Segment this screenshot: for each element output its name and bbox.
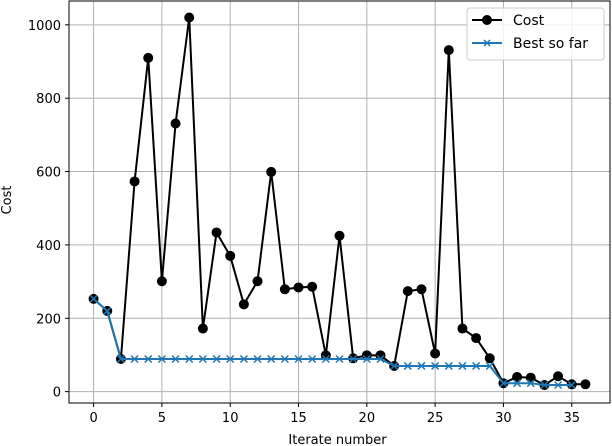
legend: Cost Best so far <box>466 7 605 61</box>
data-point <box>280 354 289 364</box>
data-point <box>308 354 317 364</box>
data-point <box>156 276 167 287</box>
data-point <box>513 379 522 388</box>
data-point <box>266 166 277 177</box>
data-point <box>484 353 495 364</box>
data-point <box>197 323 208 334</box>
data-point <box>361 350 372 361</box>
data-point <box>335 354 344 364</box>
data-point <box>144 354 153 364</box>
series-cost <box>88 12 591 391</box>
data-point <box>267 354 276 364</box>
y-tick-label: 800 <box>36 92 61 107</box>
data-point <box>580 379 591 390</box>
data-point <box>471 333 482 344</box>
data-point <box>390 361 399 370</box>
data-point <box>294 354 303 364</box>
data-point <box>443 45 454 56</box>
data-point <box>431 361 440 370</box>
legend-label-best-so-far: Best so far <box>513 36 588 52</box>
y-tick-label: 200 <box>36 312 61 327</box>
data-point <box>472 361 481 370</box>
data-point <box>252 276 263 287</box>
data-point <box>116 354 125 364</box>
series-best-so-far <box>89 294 576 390</box>
data-point <box>402 286 413 297</box>
data-point <box>253 354 262 364</box>
data-point <box>567 380 576 390</box>
x-axis-label: Iterate number <box>288 433 387 446</box>
data-point <box>238 299 249 310</box>
y-tick-label: 1000 <box>28 19 61 34</box>
x-tick-label: 15 <box>290 411 307 426</box>
data-point <box>170 118 181 129</box>
data-point <box>226 354 235 364</box>
legend-label-cost: Cost <box>513 13 545 29</box>
data-point <box>211 227 222 238</box>
data-point <box>321 354 330 364</box>
data-point <box>485 361 494 370</box>
data-point <box>499 379 508 388</box>
data-point <box>553 371 564 382</box>
y-axis-label: Cost <box>0 186 15 215</box>
data-point <box>89 294 98 303</box>
data-point <box>526 379 535 388</box>
data-point <box>103 306 112 315</box>
data-point <box>130 354 139 364</box>
data-point <box>239 354 248 364</box>
data-point <box>293 282 304 293</box>
circle-marker-icon <box>482 15 492 25</box>
legend-item-best-so-far: Best so far <box>472 36 588 52</box>
data-point <box>525 372 536 383</box>
data-point <box>198 354 207 364</box>
data-point <box>444 361 453 370</box>
data-point <box>349 354 358 364</box>
data-point <box>416 284 427 295</box>
data-point <box>171 354 180 364</box>
x-tick-label: 25 <box>427 411 444 426</box>
x-tick-label: 5 <box>158 411 166 426</box>
x-axis-ticks: 0 5 10 15 20 25 30 35 <box>89 403 580 426</box>
data-point <box>143 52 154 63</box>
data-point <box>376 354 385 364</box>
data-point <box>129 176 140 187</box>
data-point <box>540 380 549 390</box>
x-tick-label: 30 <box>495 411 512 426</box>
data-point <box>430 348 441 359</box>
x-marker-icon <box>483 39 491 47</box>
legend-item-cost: Cost <box>472 13 545 29</box>
data-point <box>184 12 195 23</box>
data-point <box>334 230 345 241</box>
data-point <box>403 361 412 370</box>
data-point <box>212 354 221 364</box>
data-point <box>225 250 236 261</box>
data-point <box>457 323 468 334</box>
data-point <box>554 380 563 390</box>
y-tick-label: 600 <box>36 166 61 181</box>
y-axis-ticks: 0 200 400 600 800 1000 <box>28 19 69 401</box>
data-point <box>157 354 166 364</box>
data-point <box>307 281 318 292</box>
data-point <box>185 354 194 364</box>
data-point <box>458 361 467 370</box>
y-tick-label: 0 <box>53 386 61 401</box>
x-tick-label: 20 <box>359 411 376 426</box>
data-point <box>417 361 426 370</box>
data-point <box>375 350 386 361</box>
data-point <box>320 350 331 361</box>
data-point <box>362 354 371 364</box>
x-tick-label: 10 <box>222 411 239 426</box>
data-point <box>279 284 290 295</box>
data-point <box>512 371 523 382</box>
plot-frame <box>68 0 611 404</box>
x-tick-label: 35 <box>563 411 580 426</box>
y-tick-label: 400 <box>36 239 61 254</box>
series-layer <box>88 12 591 391</box>
x-tick-label: 0 <box>89 411 97 426</box>
